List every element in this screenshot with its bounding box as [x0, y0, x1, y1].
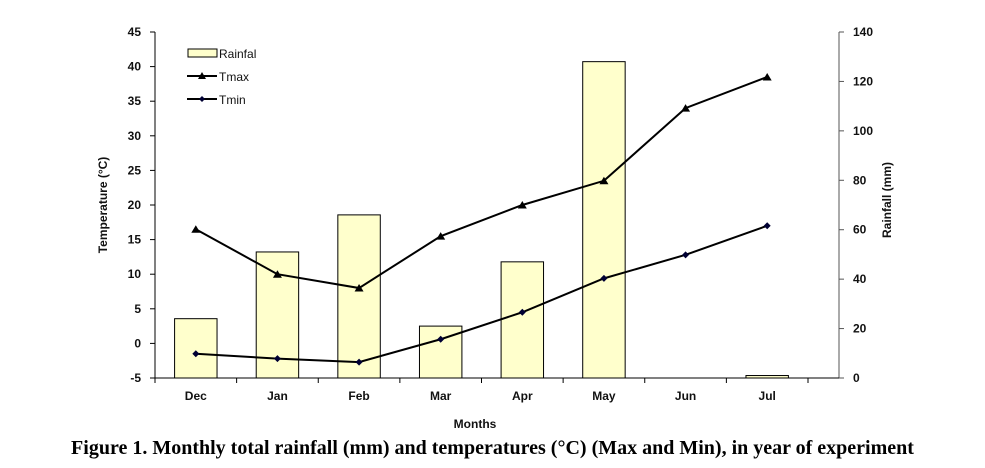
x-tick-label-feb: Feb [348, 389, 369, 403]
tmin-point-apr [518, 308, 526, 316]
tmax-point-jul [762, 72, 772, 81]
tmin-line [195, 224, 768, 364]
right-y-tick-label: 120 [853, 74, 873, 88]
tmax-point-apr [517, 201, 527, 209]
tmin-point-jun [682, 251, 690, 259]
left-y-tick-label: 30 [128, 129, 142, 143]
right-y-tick-label: 100 [853, 124, 873, 138]
right-y-tick-label: 80 [853, 173, 867, 187]
rainfall-bar-dec [174, 318, 218, 379]
tmin-point-feb [355, 358, 363, 366]
left-y-tick-label: 15 [128, 233, 142, 247]
tmin-point-dec [192, 350, 200, 358]
legend: Rainfal Tmax Tmin [187, 47, 256, 107]
legend-marker-tmin-icon [199, 96, 205, 102]
left-y-tick-label: 10 [128, 267, 142, 281]
x-tick-label-may: May [592, 389, 616, 403]
temperature-lines [191, 72, 772, 366]
right-y-tick-label: 60 [853, 223, 867, 237]
tmax-point-jan [272, 270, 282, 278]
rainfall-bar-apr [500, 261, 545, 379]
right-y-tick-label: 20 [853, 322, 867, 336]
left-y-tick-label: 0 [134, 336, 141, 350]
left-y-tick-label: 20 [128, 198, 142, 212]
left-axis-title: Temperature (°C) [96, 157, 110, 254]
legend-label-rainfall: Rainfal [219, 47, 256, 61]
legend-item-rainfall: Rainfal [187, 47, 256, 61]
x-tick-label-mar: Mar [430, 389, 452, 403]
legend-swatch-rainfall [187, 48, 218, 58]
x-tick-label-jul: Jul [759, 389, 776, 403]
legend-marker-tmax-icon [198, 72, 206, 79]
left-y-tick-label: 45 [128, 25, 142, 39]
tmax-point-mar [436, 232, 446, 240]
legend-label-tmin: Tmin [219, 93, 246, 107]
tmin-point-jul [763, 222, 771, 230]
left-y-tick-label: 25 [128, 163, 142, 177]
x-tick-label-jan: Jan [267, 389, 288, 403]
axes: -5 0 5 10 15 20 25 30 35 40 45 0 20 40 60 80 100 120 140 De… [128, 25, 874, 403]
tmax-point-may [599, 176, 609, 185]
rainfall-bar-may [582, 61, 626, 379]
left-y-tick-label: 5 [134, 302, 141, 316]
tmin-point-may [600, 274, 608, 282]
legend-item-tmin: Tmin [187, 93, 246, 107]
tmin-point-jan [273, 355, 281, 363]
legend-item-tmax: Tmax [187, 70, 249, 84]
right-y-tick-label: 0 [853, 371, 860, 385]
rainfall-bar-feb [337, 214, 381, 379]
right-y-tick-label: 40 [853, 272, 867, 286]
left-y-tick-label: -5 [130, 371, 141, 385]
tmax-point-dec [191, 225, 201, 233]
tmin-point-mar [437, 335, 445, 343]
right-axis-title: Rainfall (mm) [880, 162, 894, 238]
tmax-point-feb [354, 284, 364, 292]
x-axis-title: Months [454, 417, 497, 431]
left-y-tick-label: 35 [128, 94, 142, 108]
x-tick-label-dec: Dec [185, 389, 207, 403]
tmax-point-jun [681, 104, 691, 112]
right-y-tick-label: 140 [853, 25, 873, 39]
figure-caption: Figure 1. Monthly total rainfall (mm) an… [71, 437, 914, 459]
x-tick-label-jun: Jun [675, 389, 696, 403]
legend-label-tmax: Tmax [219, 70, 249, 84]
tmax-line [195, 76, 768, 290]
left-y-tick-label: 40 [128, 60, 142, 74]
x-tick-label-apr: Apr [512, 389, 533, 403]
